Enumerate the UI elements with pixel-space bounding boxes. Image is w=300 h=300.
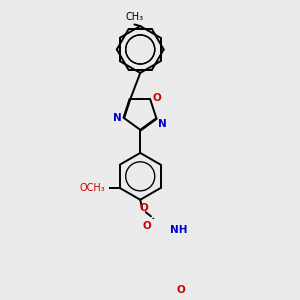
Text: N: N <box>158 119 166 129</box>
Text: CH₃: CH₃ <box>125 12 143 22</box>
Text: O: O <box>142 221 151 231</box>
Text: N: N <box>113 113 122 124</box>
Text: O: O <box>139 203 148 213</box>
Text: O: O <box>152 93 161 103</box>
Text: NH: NH <box>170 225 188 235</box>
Text: OCH₃: OCH₃ <box>80 183 105 193</box>
Text: O: O <box>177 285 186 295</box>
